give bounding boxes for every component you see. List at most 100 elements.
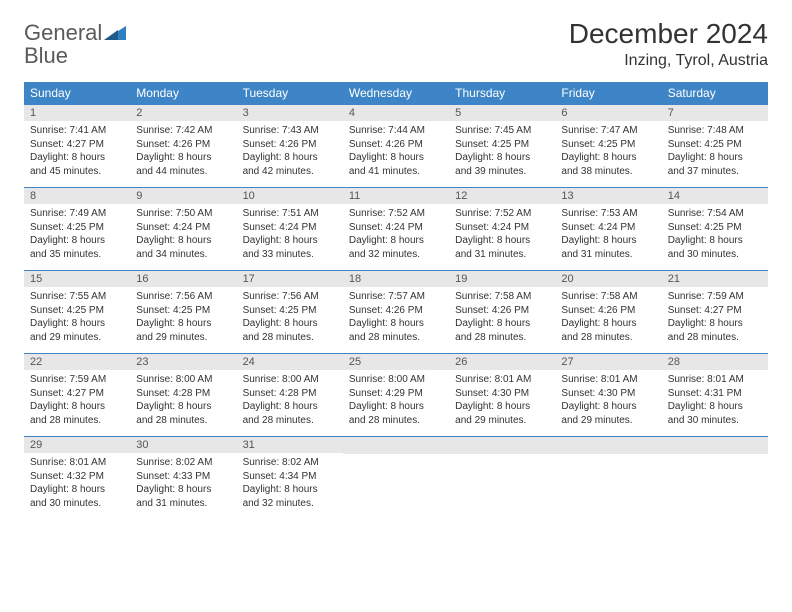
day-cell: 30Sunrise: 8:02 AMSunset: 4:33 PMDayligh…	[130, 437, 236, 519]
day-body: Sunrise: 7:47 AMSunset: 4:25 PMDaylight:…	[555, 121, 661, 184]
sunrise-line: Sunrise: 7:54 AM	[668, 207, 762, 221]
day-number: 14	[662, 188, 768, 204]
day-body: Sunrise: 8:01 AMSunset: 4:32 PMDaylight:…	[24, 453, 130, 516]
day-body: Sunrise: 7:59 AMSunset: 4:27 PMDaylight:…	[24, 370, 130, 433]
day-header-sun: Sunday	[24, 82, 130, 104]
daylight-line: Daylight: 8 hours and 29 minutes.	[30, 317, 124, 344]
sunset-line: Sunset: 4:26 PM	[243, 138, 337, 152]
sunrise-line: Sunrise: 7:58 AM	[561, 290, 655, 304]
daylight-line: Daylight: 8 hours and 32 minutes.	[349, 234, 443, 261]
daylight-line: Daylight: 8 hours and 29 minutes.	[455, 400, 549, 427]
calendar-page: General Blue December 2024 Inzing, Tyrol…	[0, 0, 792, 537]
sunset-line: Sunset: 4:25 PM	[136, 304, 230, 318]
sunset-line: Sunset: 4:25 PM	[561, 138, 655, 152]
sunset-line: Sunset: 4:25 PM	[30, 304, 124, 318]
day-body: Sunrise: 8:01 AMSunset: 4:30 PMDaylight:…	[449, 370, 555, 433]
day-body: Sunrise: 7:50 AMSunset: 4:24 PMDaylight:…	[130, 204, 236, 267]
sunrise-line: Sunrise: 7:49 AM	[30, 207, 124, 221]
sunrise-line: Sunrise: 7:56 AM	[136, 290, 230, 304]
sunset-line: Sunset: 4:25 PM	[668, 221, 762, 235]
day-cell: 17Sunrise: 7:56 AMSunset: 4:25 PMDayligh…	[237, 271, 343, 353]
sunrise-line: Sunrise: 7:44 AM	[349, 124, 443, 138]
day-number: 30	[130, 437, 236, 453]
sunrise-line: Sunrise: 7:59 AM	[30, 373, 124, 387]
sunset-line: Sunset: 4:30 PM	[561, 387, 655, 401]
sunset-line: Sunset: 4:26 PM	[349, 304, 443, 318]
day-cell: 20Sunrise: 7:58 AMSunset: 4:26 PMDayligh…	[555, 271, 661, 353]
day-number: 7	[662, 105, 768, 121]
day-body: Sunrise: 8:02 AMSunset: 4:34 PMDaylight:…	[237, 453, 343, 516]
sunrise-line: Sunrise: 7:58 AM	[455, 290, 549, 304]
daylight-line: Daylight: 8 hours and 31 minutes.	[455, 234, 549, 261]
sunrise-line: Sunrise: 7:45 AM	[455, 124, 549, 138]
header: General Blue December 2024 Inzing, Tyrol…	[24, 18, 768, 70]
sunrise-line: Sunrise: 8:00 AM	[349, 373, 443, 387]
day-number: 27	[555, 354, 661, 370]
daylight-line: Daylight: 8 hours and 28 minutes.	[136, 400, 230, 427]
day-body: Sunrise: 7:52 AMSunset: 4:24 PMDaylight:…	[343, 204, 449, 267]
day-number	[662, 437, 768, 454]
sunset-line: Sunset: 4:33 PM	[136, 470, 230, 484]
sunset-line: Sunset: 4:26 PM	[136, 138, 230, 152]
daylight-line: Daylight: 8 hours and 41 minutes.	[349, 151, 443, 178]
day-number: 31	[237, 437, 343, 453]
sunrise-line: Sunrise: 7:42 AM	[136, 124, 230, 138]
day-body: Sunrise: 7:48 AMSunset: 4:25 PMDaylight:…	[662, 121, 768, 184]
day-cell: 9Sunrise: 7:50 AMSunset: 4:24 PMDaylight…	[130, 188, 236, 270]
day-body: Sunrise: 7:52 AMSunset: 4:24 PMDaylight:…	[449, 204, 555, 267]
day-number: 16	[130, 271, 236, 287]
sunrise-line: Sunrise: 7:59 AM	[668, 290, 762, 304]
day-number: 12	[449, 188, 555, 204]
daylight-line: Daylight: 8 hours and 28 minutes.	[243, 317, 337, 344]
day-body: Sunrise: 7:56 AMSunset: 4:25 PMDaylight:…	[130, 287, 236, 350]
day-cell: 6Sunrise: 7:47 AMSunset: 4:25 PMDaylight…	[555, 105, 661, 187]
day-cell: 3Sunrise: 7:43 AMSunset: 4:26 PMDaylight…	[237, 105, 343, 187]
day-body: Sunrise: 7:45 AMSunset: 4:25 PMDaylight:…	[449, 121, 555, 184]
day-body: Sunrise: 8:01 AMSunset: 4:31 PMDaylight:…	[662, 370, 768, 433]
day-number: 17	[237, 271, 343, 287]
day-cell: 1Sunrise: 7:41 AMSunset: 4:27 PMDaylight…	[24, 105, 130, 187]
sunrise-line: Sunrise: 7:47 AM	[561, 124, 655, 138]
logo-icon	[104, 24, 126, 45]
logo-word2: Blue	[24, 45, 126, 67]
sunset-line: Sunset: 4:34 PM	[243, 470, 337, 484]
sunrise-line: Sunrise: 8:01 AM	[561, 373, 655, 387]
sunrise-line: Sunrise: 8:01 AM	[455, 373, 549, 387]
day-cell: 16Sunrise: 7:56 AMSunset: 4:25 PMDayligh…	[130, 271, 236, 353]
sunset-line: Sunset: 4:24 PM	[136, 221, 230, 235]
day-number: 4	[343, 105, 449, 121]
sunrise-line: Sunrise: 7:53 AM	[561, 207, 655, 221]
day-cell: 21Sunrise: 7:59 AMSunset: 4:27 PMDayligh…	[662, 271, 768, 353]
day-number: 26	[449, 354, 555, 370]
sunset-line: Sunset: 4:24 PM	[561, 221, 655, 235]
day-body: Sunrise: 8:02 AMSunset: 4:33 PMDaylight:…	[130, 453, 236, 516]
logo-text: General Blue	[24, 22, 126, 67]
day-body: Sunrise: 7:44 AMSunset: 4:26 PMDaylight:…	[343, 121, 449, 184]
sunset-line: Sunset: 4:30 PM	[455, 387, 549, 401]
sunset-line: Sunset: 4:24 PM	[243, 221, 337, 235]
daylight-line: Daylight: 8 hours and 34 minutes.	[136, 234, 230, 261]
month-title: December 2024	[569, 18, 768, 50]
daylight-line: Daylight: 8 hours and 28 minutes.	[243, 400, 337, 427]
sunrise-line: Sunrise: 7:41 AM	[30, 124, 124, 138]
day-number: 8	[24, 188, 130, 204]
sunrise-line: Sunrise: 7:52 AM	[349, 207, 443, 221]
day-header-wed: Wednesday	[343, 82, 449, 104]
day-cell: 5Sunrise: 7:45 AMSunset: 4:25 PMDaylight…	[449, 105, 555, 187]
sunset-line: Sunset: 4:25 PM	[668, 138, 762, 152]
day-cell: 7Sunrise: 7:48 AMSunset: 4:25 PMDaylight…	[662, 105, 768, 187]
daylight-line: Daylight: 8 hours and 42 minutes.	[243, 151, 337, 178]
day-body: Sunrise: 7:51 AMSunset: 4:24 PMDaylight:…	[237, 204, 343, 267]
day-header-tue: Tuesday	[237, 82, 343, 104]
daylight-line: Daylight: 8 hours and 37 minutes.	[668, 151, 762, 178]
day-cell	[662, 437, 768, 519]
day-cell: 12Sunrise: 7:52 AMSunset: 4:24 PMDayligh…	[449, 188, 555, 270]
day-cell	[555, 437, 661, 519]
day-body: Sunrise: 7:42 AMSunset: 4:26 PMDaylight:…	[130, 121, 236, 184]
daylight-line: Daylight: 8 hours and 33 minutes.	[243, 234, 337, 261]
day-body: Sunrise: 8:00 AMSunset: 4:28 PMDaylight:…	[130, 370, 236, 433]
sunrise-line: Sunrise: 8:00 AM	[136, 373, 230, 387]
daylight-line: Daylight: 8 hours and 28 minutes.	[349, 317, 443, 344]
day-body: Sunrise: 8:00 AMSunset: 4:28 PMDaylight:…	[237, 370, 343, 433]
day-cell: 28Sunrise: 8:01 AMSunset: 4:31 PMDayligh…	[662, 354, 768, 436]
